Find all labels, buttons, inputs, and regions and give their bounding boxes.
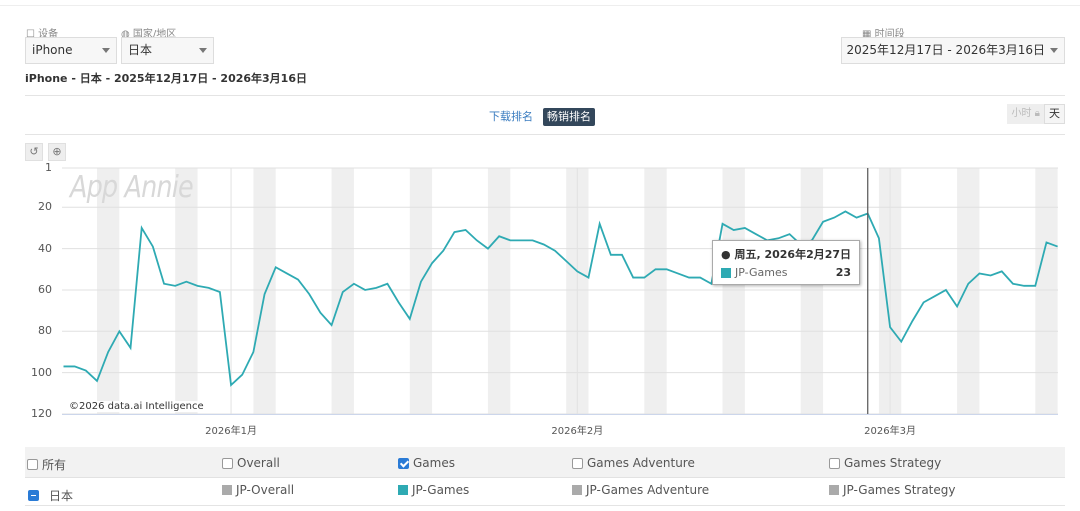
country-label: ◍ 国家/地区 [121, 25, 176, 40]
watermark-logo: App Annie [70, 170, 194, 205]
legend-checkbox-overall[interactable]: Overall [222, 456, 280, 470]
weekend-band [644, 168, 667, 414]
y-tick-label: 120 [31, 407, 52, 420]
x-tick-label: 2026年1月 [205, 426, 257, 437]
period-label-text: 时间段 [874, 29, 905, 40]
tab-download-rank[interactable]: 下载排名 [489, 110, 533, 123]
checkbox-label: Overall [237, 456, 280, 470]
series-label: JP-Games [412, 483, 470, 497]
checkbox[interactable] [27, 459, 38, 470]
globe-icon: ● [721, 248, 731, 261]
y-tick-label: 80 [38, 324, 52, 338]
calendar-icon: ▦ [862, 29, 872, 40]
reset-zoom-icon[interactable]: ↺ [25, 143, 43, 161]
rank-type-tabs: 下载排名 畅销排名 [0, 108, 1080, 126]
series-line-jp-games [63, 210, 1058, 387]
series-swatch [222, 485, 232, 495]
legend-checkbox-games-adventure[interactable]: Games Adventure [572, 456, 695, 470]
tooltip-value: 23 [835, 266, 852, 279]
device-value: iPhone [32, 43, 73, 57]
period-select[interactable]: 2025年12月17日 - 2026年3月16日 [840, 37, 1065, 64]
legend-series-item[interactable]: JP-Games Strategy [829, 483, 956, 497]
copyright: ©2026 data.ai Intelligence [66, 401, 207, 412]
series-swatch [829, 485, 839, 495]
weekend-band [722, 168, 745, 414]
series-swatch [398, 485, 408, 495]
divider [25, 95, 1065, 96]
y-tick-label: 100 [31, 365, 52, 379]
page-subtitle: iPhone - 日本 - 2025年12月17日 - 2026年3月16日 [25, 72, 307, 85]
checkbox[interactable] [398, 457, 409, 469]
legend-series-item[interactable]: JP-Overall [222, 483, 294, 497]
hour-label: 小时 [1011, 108, 1032, 119]
y-tick-label: 20 [38, 200, 52, 214]
period-label: ▦ 时间段 [862, 25, 905, 40]
granularity-hour-button[interactable]: 小时 🔒︎ [1007, 104, 1044, 124]
series-label: JP-Games Strategy [843, 483, 956, 497]
chevron-down-icon [102, 48, 110, 53]
tab-grossing-rank[interactable]: 畅销排名 [543, 108, 595, 126]
country-toggle[interactable]: 日本 [28, 487, 73, 504]
legend-series-item[interactable]: JP-Games Adventure [572, 483, 709, 497]
series-swatch [721, 267, 731, 278]
lock-icon: 🔒︎ [1034, 108, 1040, 119]
legend-series-item[interactable]: JP-Games [398, 483, 469, 497]
chevron-down-icon [1050, 48, 1058, 53]
divider [25, 505, 1065, 506]
zoom-in-icon[interactable]: ⊕ [48, 143, 66, 161]
x-tick-label: 2026年3月 [864, 426, 916, 437]
checkbox-label: 所有 [42, 458, 67, 472]
chevron-down-icon [199, 48, 207, 53]
checkbox[interactable] [572, 457, 583, 469]
rank-chart [62, 167, 1058, 415]
device-label: ☐ 设备 [26, 29, 59, 40]
tooltip-row: JP-Games 23 [721, 266, 851, 279]
minus-mark [31, 495, 36, 496]
chart-tooltip: ● 周五, 2026年2月27日 JP-Games 23 [712, 240, 861, 285]
tooltip-date: 周五, 2026年2月27日 [734, 248, 852, 261]
y-tick-label: 1 [45, 161, 52, 174]
x-tick-label: 2026年2月 [551, 426, 604, 437]
series-label: JP-Games Adventure [586, 483, 710, 497]
weekend-band [1035, 168, 1058, 414]
weekend-band [175, 168, 198, 414]
series-label: JP-Overall [236, 483, 295, 497]
divider [25, 134, 1065, 135]
granularity-day-button[interactable]: 天 [1044, 104, 1065, 124]
weekend-band [97, 168, 120, 414]
legend-checkbox-所有[interactable]: 所有 [27, 456, 66, 473]
checkbox[interactable] [222, 457, 233, 469]
weekend-band [957, 168, 980, 414]
weekend-band [800, 168, 824, 414]
country-select[interactable]: 日本 [121, 37, 214, 64]
device-label-text: 设备 [38, 29, 59, 40]
y-tick-label: 60 [38, 282, 52, 296]
tooltip-header: ● 周五, 2026年2月27日 [721, 246, 851, 262]
series-swatch [572, 485, 582, 495]
period-value: 2025年12月17日 - 2026年3月16日 [846, 43, 1045, 57]
weekend-band [487, 168, 511, 414]
country-name: 日本 [49, 489, 74, 503]
checkbox-label: Games Strategy [844, 456, 942, 470]
weekend-band [253, 168, 276, 414]
checkbox-label: Games [413, 456, 455, 470]
legend-header [25, 447, 1065, 478]
device-select[interactable]: iPhone [25, 37, 117, 64]
legend-checkbox-games-strategy[interactable]: Games Strategy [829, 456, 941, 470]
tooltip-series: JP-Games [735, 266, 788, 279]
y-tick-label: 40 [38, 241, 52, 255]
legend-checkbox-games[interactable]: Games [398, 456, 455, 470]
checkbox-label: Games Adventure [587, 456, 695, 470]
weekend-band [409, 168, 433, 414]
top-divider [0, 5, 1080, 6]
country-label-text: 国家/地区 [132, 29, 177, 40]
country-value: 日本 [128, 43, 153, 57]
globe-icon: ◍ [121, 29, 130, 40]
collapse-icon[interactable] [28, 490, 39, 501]
checkbox[interactable] [829, 457, 840, 469]
